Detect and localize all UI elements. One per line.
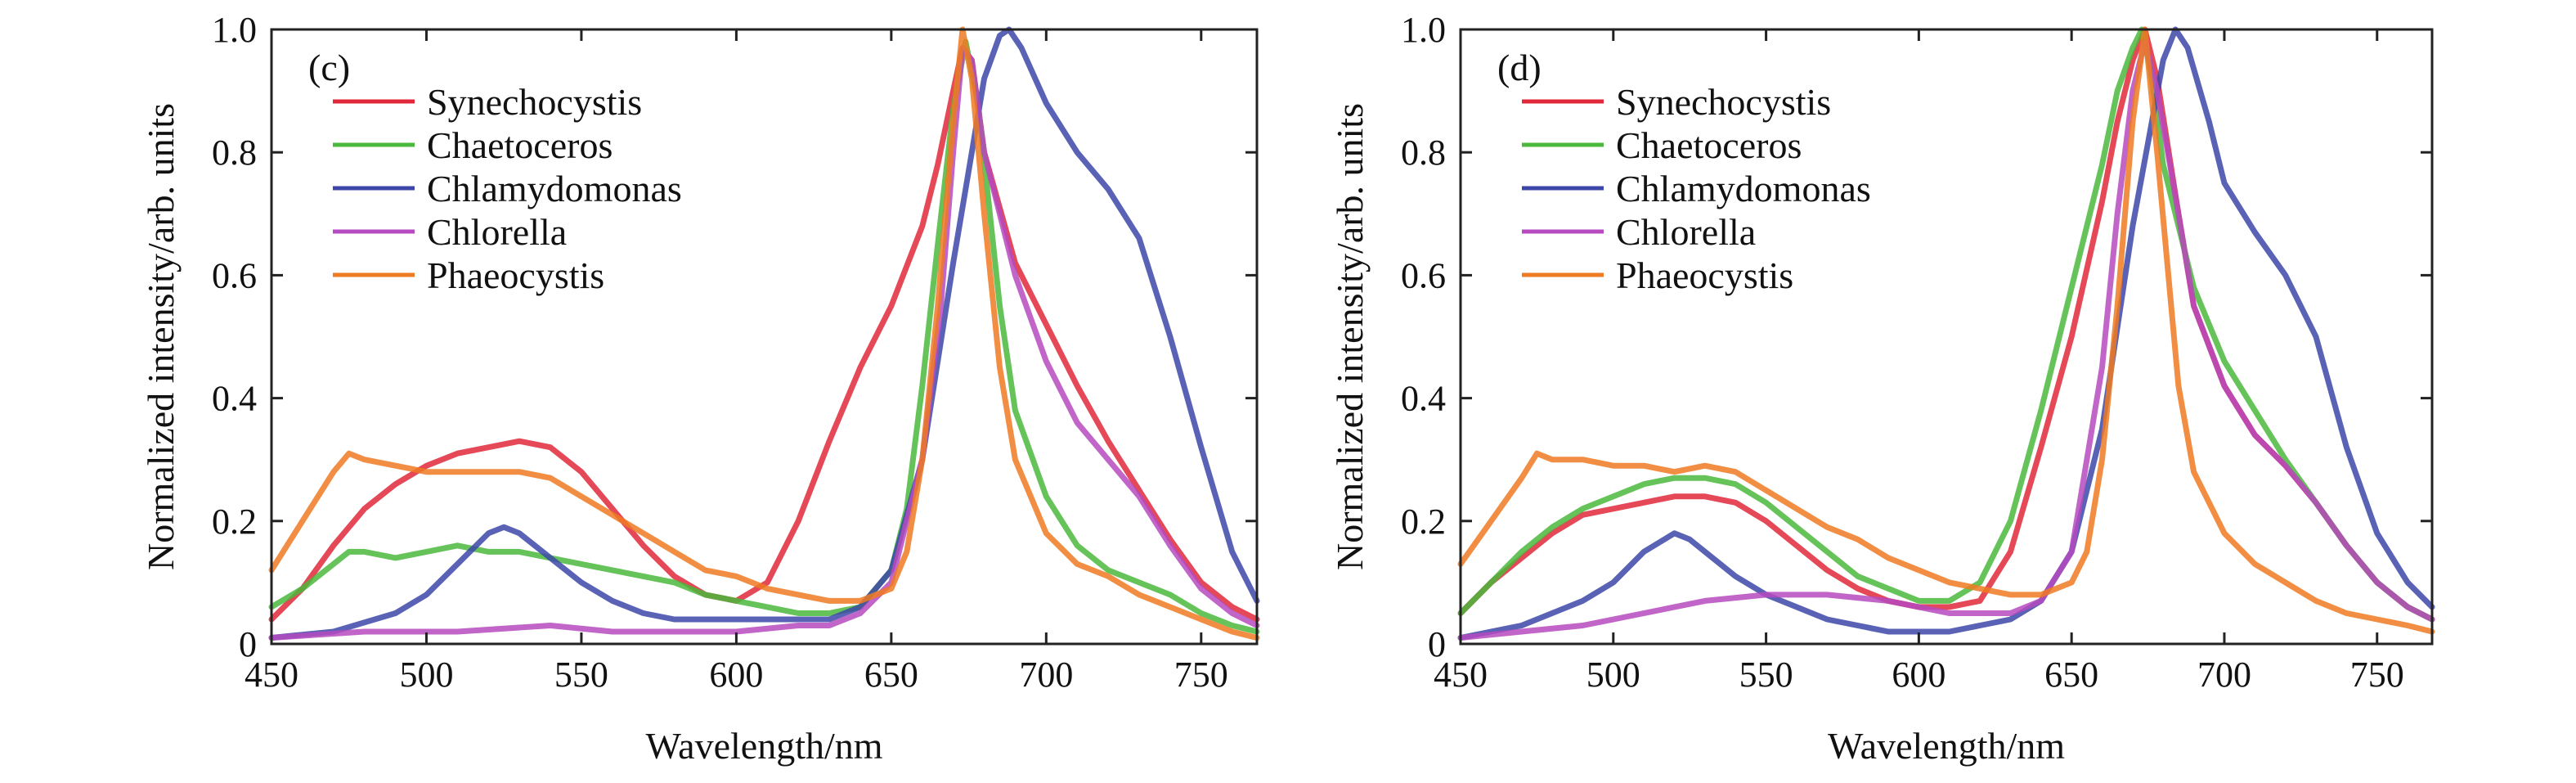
legend-label: Chlamydomonas [427,168,682,209]
series-line-synechocystis [1457,26,2435,623]
x-axis-label: Wavelength/nm [1828,725,2065,767]
y-tick-label: 0 [1428,624,1446,664]
x-tick-label: 500 [399,655,453,695]
y-tick-label: 1.0 [212,10,257,50]
x-tick-label: 600 [1892,655,1945,695]
y-tick-label: 0.4 [212,379,257,419]
x-tick-label: 500 [1586,655,1640,695]
legend-label: Phaeocystis [1616,254,1793,296]
y-tick-label: 0.2 [1401,502,1446,542]
plot-frame [1459,28,2434,646]
series-line-chaetoceros [268,38,1260,635]
legend-label: Chlorella [1616,211,1756,253]
x-tick-label: 550 [1739,655,1793,695]
legend-label: Chlamydomonas [1616,168,1871,209]
panel-d-chart: 450 500 550 600 650 700 750 0 0.2 0.4 0.6 0.8 1.0 Wav… [1329,10,2435,767]
legend-label: Chaetoceros [427,124,613,166]
y-tick-label: 1.0 [1401,10,1446,50]
plot-frame [270,28,1259,646]
y-tick-label: 0.6 [212,255,257,295]
y-tick-label: 0.6 [1401,255,1446,295]
series-line-phaeocystis [268,26,1260,641]
x-tick-label: 750 [1174,655,1228,695]
legend-label: Synechocystis [427,81,642,123]
x-tick-label: 650 [864,655,918,695]
panel-c-chart: 450 500 550 600 650 700 750 0 0.2 0.4 0.6 0.8 1.0 Wav… [140,10,1260,767]
y-tick-label: 0.8 [212,133,257,173]
series-line-synechocystis [268,45,1260,623]
y-axis-label: Normalized intensity/arb. units [1329,103,1371,570]
y-tick-label: 0.4 [1401,379,1446,419]
legend-label: Chaetoceros [1616,124,1802,166]
x-tick-label: 700 [1019,655,1073,695]
x-axis-label: Wavelength/nm [645,725,882,767]
legend: SynechocystisChaetocerosChlamydomonasChl… [333,81,682,296]
series-line-chlamydomonas [268,26,1260,641]
x-tick-label: 550 [554,655,608,695]
x-tick-label: 750 [2350,655,2404,695]
series-line-chaetoceros [1457,26,2435,623]
x-tick-label: 450 [245,655,298,695]
series-line-chlorella [268,45,1260,641]
x-tick-label: 600 [709,655,763,695]
legend-label: Phaeocystis [427,254,604,296]
panel-label: (d) [1497,47,1542,88]
legend: SynechocystisChaetocerosChlamydomonasChl… [1522,81,1871,296]
legend-label: Synechocystis [1616,81,1831,123]
y-axis-label: Normalized intensity/arb. units [140,103,182,570]
y-tick-label: 0.2 [212,502,257,542]
y-tick-label: 0 [239,624,257,664]
panel-label: (c) [308,47,350,88]
y-tick-label: 0.8 [1401,133,1446,173]
legend-label: Chlorella [427,211,567,253]
series-line-chlorella [1457,38,2435,641]
series-line-phaeocystis [1457,26,2435,635]
x-tick-label: 450 [1434,655,1488,695]
series-line-chlamydomonas [1457,26,2435,641]
x-tick-label: 650 [2044,655,2098,695]
x-tick-label: 700 [2197,655,2251,695]
